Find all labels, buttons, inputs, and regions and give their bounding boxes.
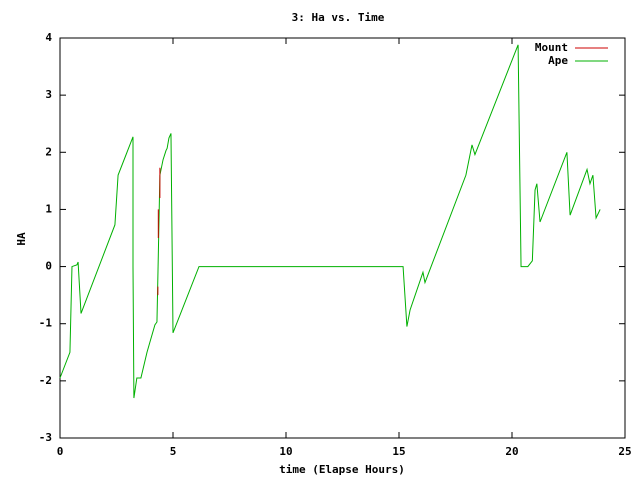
x-tick-label: 25: [618, 445, 631, 458]
plot-border: [59, 37, 626, 439]
series-line: [59, 44, 601, 399]
x-axis-label: time (Elapse Hours): [279, 463, 405, 476]
y-tick-label: 4: [45, 31, 52, 44]
x-tick-label: 0: [57, 445, 64, 458]
y-tick-label: 1: [45, 202, 52, 215]
y-tick-label: -1: [39, 317, 53, 330]
y-tick-label: 3: [45, 88, 52, 101]
x-tick-label: 15: [392, 445, 405, 458]
legend-label: Ape: [548, 54, 568, 67]
y-tick-label: 2: [45, 145, 52, 158]
x-tick-label: 20: [505, 445, 518, 458]
y-tick-label: -3: [39, 431, 52, 444]
y-tick-label: 0: [45, 260, 52, 273]
x-tick-label: 5: [170, 445, 177, 458]
x-tick-label: 10: [279, 445, 292, 458]
y-tick-label: -2: [39, 374, 52, 387]
chart-title: 3: Ha vs. Time: [292, 11, 385, 24]
y-axis-label: HA: [15, 232, 28, 246]
series-line: [157, 167, 161, 296]
legend-label: Mount: [535, 41, 568, 54]
